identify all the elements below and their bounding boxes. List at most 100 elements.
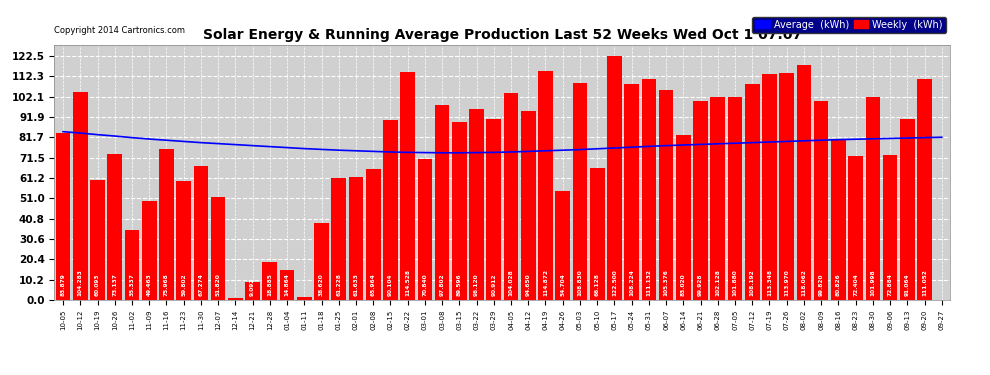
Text: 114.528: 114.528 — [405, 269, 410, 296]
Title: Solar Energy & Running Average Production Last 52 Weeks Wed Oct 1 07:07: Solar Energy & Running Average Productio… — [203, 28, 802, 42]
Text: 90.104: 90.104 — [388, 273, 393, 296]
Bar — [883, 155, 897, 300]
Bar — [332, 178, 346, 300]
Bar — [539, 71, 552, 300]
Bar — [625, 84, 639, 300]
Bar — [607, 56, 622, 300]
Bar — [469, 108, 484, 300]
Text: 83.020: 83.020 — [681, 273, 686, 296]
Bar — [486, 119, 501, 300]
Text: 104.283: 104.283 — [78, 269, 83, 296]
Bar — [452, 122, 466, 300]
Bar — [797, 65, 811, 300]
Bar — [917, 79, 932, 300]
Bar — [194, 166, 208, 300]
Text: 38.620: 38.620 — [319, 273, 324, 296]
Text: 96.120: 96.120 — [474, 273, 479, 296]
Text: 99.928: 99.928 — [698, 273, 703, 296]
Bar — [435, 105, 449, 300]
Bar — [90, 180, 105, 300]
Bar — [590, 168, 605, 300]
Legend: Average  (kWh), Weekly  (kWh): Average (kWh), Weekly (kWh) — [752, 17, 945, 33]
Text: 54.704: 54.704 — [560, 273, 565, 296]
Text: 90.912: 90.912 — [491, 273, 496, 296]
Bar — [848, 156, 863, 300]
Text: 108.830: 108.830 — [577, 269, 582, 296]
Bar — [262, 262, 277, 300]
Bar — [366, 169, 380, 300]
Bar — [676, 135, 691, 300]
Bar — [900, 118, 915, 300]
Bar — [125, 230, 140, 300]
Text: 97.802: 97.802 — [440, 273, 445, 296]
Text: 83.879: 83.879 — [60, 273, 65, 296]
Text: 114.872: 114.872 — [543, 269, 548, 296]
Text: 73.137: 73.137 — [112, 273, 117, 296]
Bar — [383, 120, 398, 300]
Text: 89.596: 89.596 — [456, 273, 462, 296]
Text: 65.964: 65.964 — [370, 273, 375, 296]
Bar — [831, 139, 845, 300]
Text: 61.228: 61.228 — [337, 273, 342, 296]
Bar — [246, 282, 260, 300]
Text: 91.064: 91.064 — [905, 273, 910, 296]
Bar — [744, 84, 759, 300]
Text: 118.062: 118.062 — [802, 269, 807, 296]
Bar — [572, 83, 587, 300]
Bar — [814, 101, 829, 300]
Text: 67.274: 67.274 — [198, 273, 203, 296]
Bar — [159, 148, 174, 300]
Bar — [865, 97, 880, 300]
Text: 49.463: 49.463 — [147, 273, 151, 296]
Text: 35.337: 35.337 — [130, 273, 135, 296]
Text: 61.633: 61.633 — [353, 273, 358, 296]
Bar — [779, 73, 794, 300]
Text: 99.820: 99.820 — [819, 273, 824, 296]
Bar — [555, 191, 570, 300]
Text: 102.128: 102.128 — [716, 269, 721, 296]
Bar — [504, 93, 519, 300]
Bar — [297, 297, 312, 300]
Text: 108.192: 108.192 — [749, 269, 754, 296]
Text: 101.998: 101.998 — [870, 269, 875, 296]
Text: 113.348: 113.348 — [767, 269, 772, 296]
Bar — [280, 270, 294, 300]
Bar — [418, 159, 433, 300]
Text: Copyright 2014 Cartronics.com: Copyright 2014 Cartronics.com — [54, 26, 185, 35]
Text: 59.802: 59.802 — [181, 273, 186, 296]
Bar — [228, 298, 243, 300]
Bar — [521, 111, 536, 300]
Text: 60.093: 60.093 — [95, 273, 100, 296]
Text: 66.128: 66.128 — [595, 273, 600, 296]
Bar — [142, 201, 156, 300]
Bar — [108, 154, 122, 300]
Text: 51.820: 51.820 — [216, 273, 221, 296]
Text: 14.864: 14.864 — [284, 273, 289, 296]
Text: 72.404: 72.404 — [853, 273, 858, 296]
Text: 104.028: 104.028 — [509, 269, 514, 296]
Bar — [73, 92, 88, 300]
Text: 122.500: 122.500 — [612, 269, 617, 296]
Text: 94.650: 94.650 — [526, 273, 531, 296]
Bar — [762, 74, 777, 300]
Text: 18.885: 18.885 — [267, 273, 272, 296]
Bar — [693, 101, 708, 300]
Bar — [658, 90, 673, 300]
Bar — [728, 97, 742, 300]
Text: 72.884: 72.884 — [888, 273, 893, 296]
Text: 9.092: 9.092 — [250, 278, 255, 296]
Bar — [348, 177, 363, 300]
Text: 105.376: 105.376 — [663, 269, 668, 296]
Bar — [211, 197, 226, 300]
Bar — [400, 72, 415, 300]
Text: 111.132: 111.132 — [646, 269, 651, 296]
Text: 70.840: 70.840 — [423, 273, 428, 296]
Bar — [642, 79, 656, 300]
Text: 113.970: 113.970 — [784, 269, 789, 296]
Text: 111.052: 111.052 — [922, 269, 927, 296]
Text: 80.826: 80.826 — [836, 273, 841, 296]
Text: 108.224: 108.224 — [630, 269, 635, 296]
Bar — [711, 96, 725, 300]
Text: 75.968: 75.968 — [164, 273, 169, 296]
Bar — [314, 223, 329, 300]
